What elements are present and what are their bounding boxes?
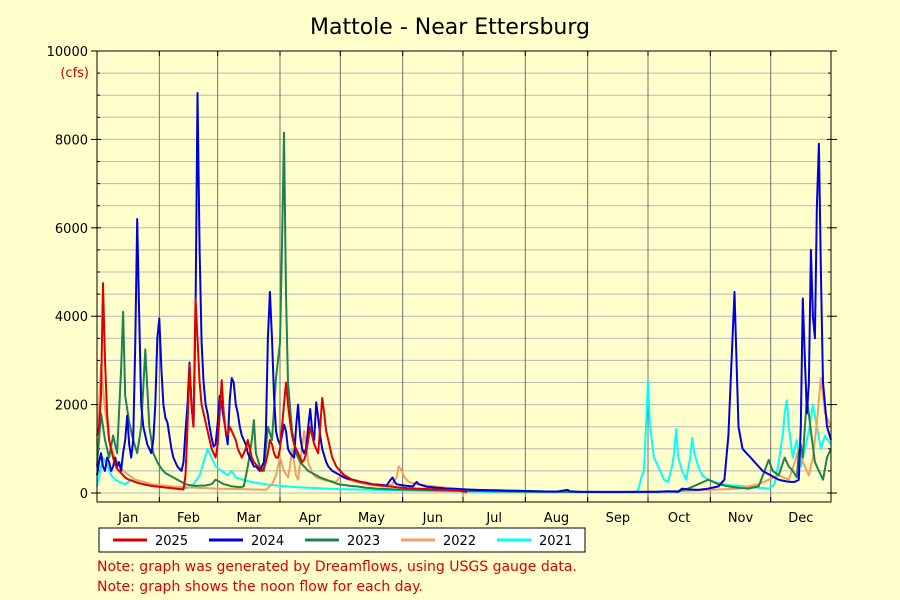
plot-frame (96, 50, 832, 503)
legend-label-2023: 2023 (347, 534, 380, 549)
x-tick-label-jan: Jan (117, 511, 138, 526)
legend-label-2022: 2022 (443, 534, 476, 549)
axes: Jan Feb Mar Apr May Jun Jul Aug Sep Oct Nov Dec 0 200… (47, 45, 837, 526)
note-dreamflows: Note: graph was generated by Dreamflows,… (97, 559, 577, 575)
x-tick-label-apr: Apr (299, 511, 322, 526)
legend-label-2024: 2024 (251, 534, 284, 549)
x-tick-label-aug: Aug (544, 511, 569, 526)
y-tick-label: 2000 (55, 399, 88, 414)
x-tick-label-oct: Oct (668, 511, 690, 526)
y-tick-label: 6000 (55, 222, 88, 237)
series-lines (96, 92, 832, 494)
series-line-2025 (96, 282, 468, 494)
series-line-2021 (96, 379, 832, 494)
series-line-2024 (96, 92, 832, 493)
x-tick-label-jul: Jul (485, 511, 502, 526)
chart-title: Mattole - Near Ettersburg (310, 15, 590, 40)
x-tick-label-may: May (358, 511, 385, 526)
legend-label-2021: 2021 (539, 534, 572, 549)
legend-label-2025: 2025 (155, 534, 188, 549)
y-tick-label: 4000 (55, 310, 88, 325)
x-tick-label-jun: Jun (422, 511, 443, 526)
y-unit-label: (cfs) (60, 66, 89, 81)
y-tick-label: 8000 (55, 133, 88, 148)
y-tick-label: 0 (80, 487, 88, 502)
x-tick-label-nov: Nov (728, 511, 754, 526)
series-line-2023 (96, 131, 832, 494)
y-tick-label: 10000 (47, 45, 88, 60)
x-tick-label-sep: Sep (606, 511, 631, 526)
x-tick-label-dec: Dec (788, 511, 813, 526)
legend: 2025 2024 2023 2022 2021 (98, 527, 586, 553)
x-tick-label-mar: Mar (237, 511, 262, 526)
x-tick-label-feb: Feb (177, 511, 200, 526)
note-noon-flow: Note: graph shows the noon flow for each… (97, 579, 423, 595)
grid (97, 50, 831, 502)
